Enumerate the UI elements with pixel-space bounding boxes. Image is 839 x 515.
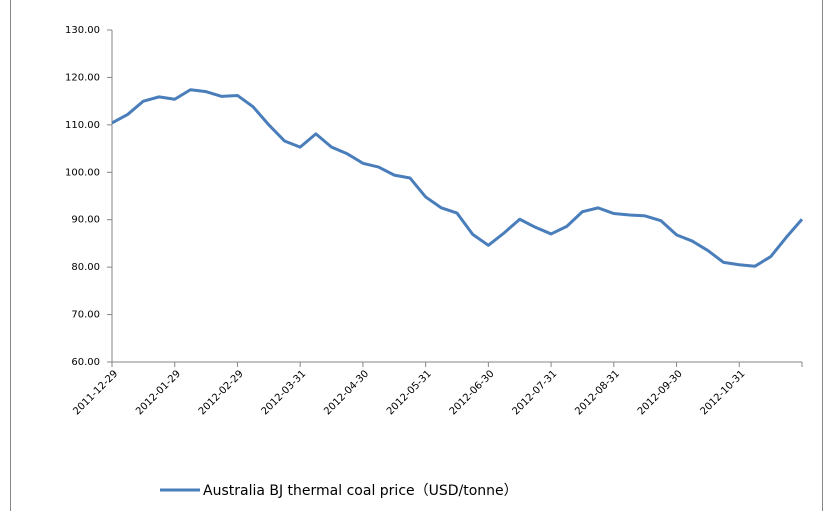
y-tick-label: 70.00 (71, 310, 100, 321)
data-line (111, 88, 804, 268)
chart-border (10, 0, 823, 515)
x-tick-label: 2011-12-29 (71, 368, 120, 417)
x-tick-label: 2012-09-30 (636, 368, 685, 417)
x-tick-label: 2012-04-30 (322, 368, 371, 417)
y-tick-label: 110.00 (65, 120, 100, 131)
x-tick-label: 2012-03-31 (260, 368, 309, 417)
x-tick-label: 2012-06-30 (448, 368, 497, 417)
y-tick-label: 130.00 (65, 25, 100, 36)
legend-label: Australia BJ thermal coal price（USD/tonn… (203, 483, 518, 499)
x-tick-label: 2012-10-31 (699, 368, 748, 417)
x-tick-label: 2012-07-31 (510, 368, 559, 417)
x-tick-label: 2012-02-29 (197, 368, 246, 417)
x-tick-label: 2012-05-31 (385, 368, 434, 417)
y-tick-label: 100.00 (65, 167, 100, 178)
y-tick-label: 120.00 (65, 72, 100, 83)
y-tick-label: 90.00 (71, 215, 100, 226)
y-tick-label: 60.00 (71, 357, 100, 368)
x-tick-label: 2012-01-29 (134, 368, 183, 417)
x-tick-label: 2012-08-31 (573, 368, 622, 417)
y-tick-label: 80.00 (71, 262, 100, 273)
